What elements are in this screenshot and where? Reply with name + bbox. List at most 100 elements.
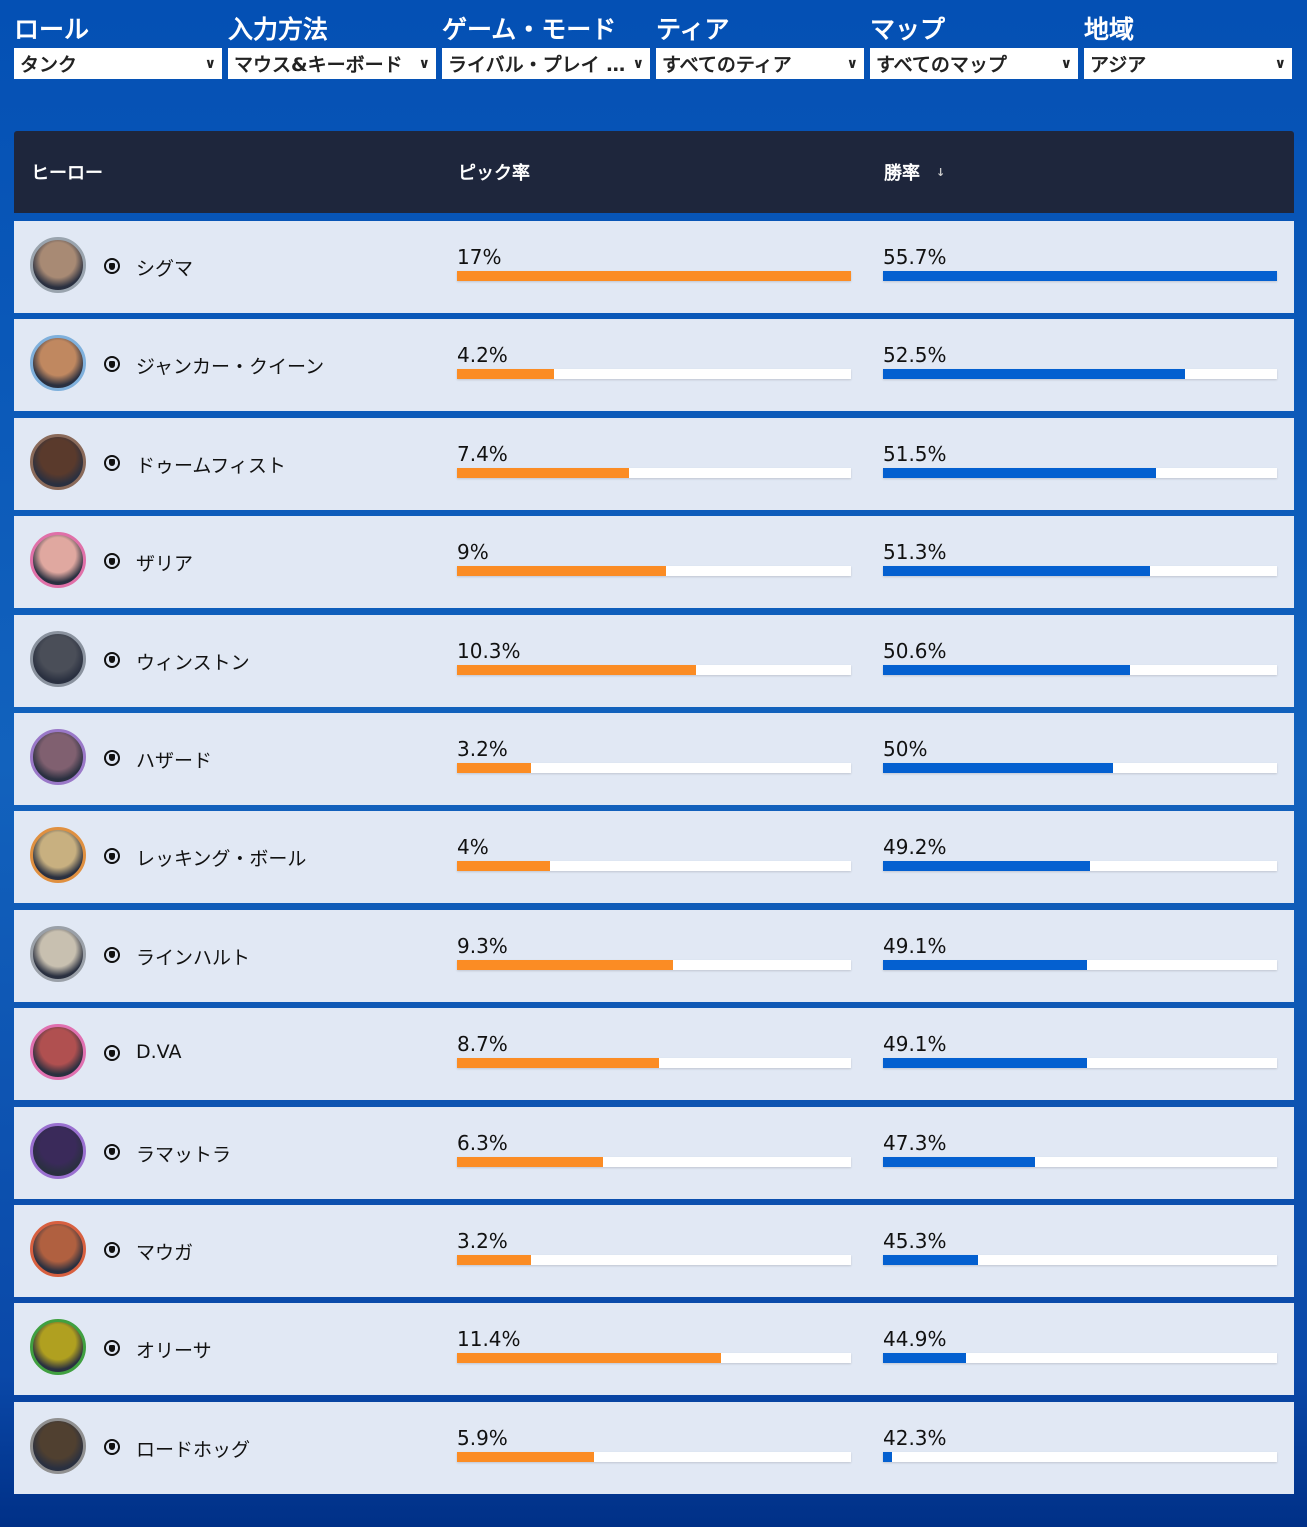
chevron-down-icon: ∨ <box>418 55 430 72</box>
win-rate-bar <box>883 271 1277 281</box>
filter-select[interactable]: マウス&キーボード ∨ <box>228 48 436 79</box>
tank-role-icon <box>104 356 120 373</box>
hero-avatar <box>30 532 86 589</box>
column-header-hero[interactable]: ヒーロー <box>31 163 103 184</box>
column-header-pick-rate[interactable]: ピック率 <box>458 163 530 184</box>
win-rate-bar <box>883 664 1277 675</box>
tank-role-icon <box>104 1045 120 1062</box>
pick-rate-cell: 9% <box>457 540 851 577</box>
table-row[interactable]: ウィンストン 10.3% 50.6% <box>14 614 1294 707</box>
win-rate-bar-fill <box>883 1353 967 1364</box>
table-header: ヒーロー ピック率 勝率 ↓ <box>14 131 1294 213</box>
win-rate-cell: 45.3% <box>883 1229 1277 1265</box>
filter-5: 地域 アジア ∨ <box>1084 14 1292 79</box>
table-row[interactable]: D.VA 8.7% 49.1% <box>14 1008 1294 1101</box>
win-rate-cell: 50% <box>883 737 1277 773</box>
win-rate-bar <box>883 1254 1277 1265</box>
hero-name: オリーサ <box>136 1340 212 1363</box>
pick-rate-cell: 17% <box>457 245 851 281</box>
pick-rate-cell: 6.3% <box>457 1131 851 1167</box>
pick-rate-cell: 3.2% <box>457 1229 851 1265</box>
win-rate-bar <box>883 861 1277 872</box>
win-rate-bar <box>883 1353 1277 1364</box>
hero-name: ウィンストン <box>136 651 250 674</box>
tank-role-icon <box>104 848 120 865</box>
table-row[interactable]: ハザード 3.2% 50% <box>14 712 1294 805</box>
pick-rate-bar <box>457 1254 851 1265</box>
hero-name: ドゥームフィスト <box>136 454 286 477</box>
filter-select[interactable]: すべてのティア ∨ <box>656 48 864 79</box>
pick-rate-value: 5.9% <box>457 1425 508 1450</box>
table-row[interactable]: レッキング・ボール 4% 49.2% <box>14 811 1294 904</box>
filter-value: アジア <box>1090 54 1147 76</box>
tank-role-icon <box>104 1438 120 1455</box>
pick-rate-bar-fill <box>457 467 629 478</box>
win-rate-bar <box>883 566 1277 577</box>
pick-rate-value: 11.4% <box>457 1327 521 1352</box>
chevron-down-icon: ∨ <box>846 55 858 72</box>
table-row[interactable]: ザリア 9% 51.3% <box>14 516 1294 609</box>
hero-avatar <box>30 335 86 392</box>
chevron-down-icon: ∨ <box>1060 55 1072 72</box>
hero-name: シグマ <box>136 258 194 280</box>
win-rate-bar-fill <box>883 566 1151 577</box>
win-rate-bar <box>883 467 1277 478</box>
table-row[interactable]: ラインハルト 9.3% 49.1% <box>14 909 1294 1002</box>
table-row[interactable]: ラマットラ 6.3% 47.3% <box>14 1106 1294 1199</box>
win-rate-cell: 52.5% <box>883 343 1277 380</box>
win-rate-cell: 42.3% <box>883 1426 1277 1462</box>
pick-rate-bar-fill <box>457 1254 532 1265</box>
filter-select[interactable]: すべてのマップ ∨ <box>870 48 1078 79</box>
win-rate-cell: 49.1% <box>883 934 1277 970</box>
win-rate-bar-fill <box>883 467 1157 478</box>
win-rate-value: 49.1% <box>883 933 947 958</box>
hero-avatar <box>30 433 86 490</box>
filter-select[interactable]: タンク ∨ <box>14 48 222 79</box>
hero-avatar <box>30 827 86 884</box>
filter-select[interactable]: ライバル・プレイ … ∨ <box>442 48 650 79</box>
pick-rate-value: 7.4% <box>457 441 508 466</box>
pick-rate-bar <box>457 467 851 478</box>
pick-rate-bar-fill <box>457 762 532 773</box>
hero-name: ジャンカー・クイーン <box>136 356 325 379</box>
win-rate-value: 55.7% <box>883 245 947 269</box>
win-rate-bar-fill <box>883 1058 1088 1069</box>
win-rate-value: 45.3% <box>883 1228 947 1253</box>
pick-rate-bar <box>457 762 851 773</box>
filter-label: マップ <box>870 15 946 44</box>
table-row[interactable]: ロードホッグ 5.9% 42.3% <box>14 1401 1294 1494</box>
filter-2: ゲーム・モード ライバル・プレイ … ∨ <box>442 14 650 79</box>
filter-value: すべてのマップ <box>876 54 1007 76</box>
table-row[interactable]: ジャンカー・クイーン 4.2% 52.5% <box>14 319 1294 412</box>
pick-rate-bar-fill <box>457 566 666 577</box>
column-header-win-rate[interactable]: 勝率 ↓ <box>884 159 945 185</box>
hero-name: レッキング・ボール <box>136 848 307 871</box>
filter-select[interactable]: アジア ∨ <box>1084 48 1292 79</box>
win-rate-value: 50% <box>883 736 928 761</box>
pick-rate-bar <box>457 861 851 872</box>
pick-rate-value: 8.7% <box>457 1032 508 1057</box>
table-row[interactable]: マウガ 3.2% 45.3% <box>14 1204 1294 1297</box>
table-row[interactable]: オリーサ 11.4% 44.9% <box>14 1303 1294 1396</box>
pick-rate-bar <box>457 271 851 281</box>
hero-avatar <box>30 1417 86 1474</box>
win-rate-cell: 51.5% <box>883 442 1277 478</box>
pick-rate-bar-fill <box>457 1058 659 1069</box>
tank-role-icon <box>104 1143 120 1160</box>
pick-rate-cell: 11.4% <box>457 1327 851 1364</box>
hero-avatar <box>30 1024 86 1081</box>
win-rate-bar-fill <box>883 861 1091 872</box>
win-rate-bar <box>883 959 1277 970</box>
pick-rate-value: 17% <box>457 245 502 269</box>
win-rate-value: 51.5% <box>883 441 947 466</box>
pick-rate-cell: 9.3% <box>457 934 851 970</box>
hero-name: ハザード <box>136 749 213 772</box>
win-rate-value: 52.5% <box>883 343 947 368</box>
hero-avatar <box>30 1319 86 1376</box>
win-rate-label: 勝率 <box>884 163 920 184</box>
table-row[interactable]: ドゥームフィスト 7.4% 51.5% <box>14 417 1294 510</box>
win-rate-bar <box>883 1451 1277 1462</box>
win-rate-cell: 50.6% <box>883 639 1277 675</box>
win-rate-value: 47.3% <box>883 1130 947 1155</box>
table-row[interactable]: シグマ 17% 55.7% <box>14 221 1294 313</box>
